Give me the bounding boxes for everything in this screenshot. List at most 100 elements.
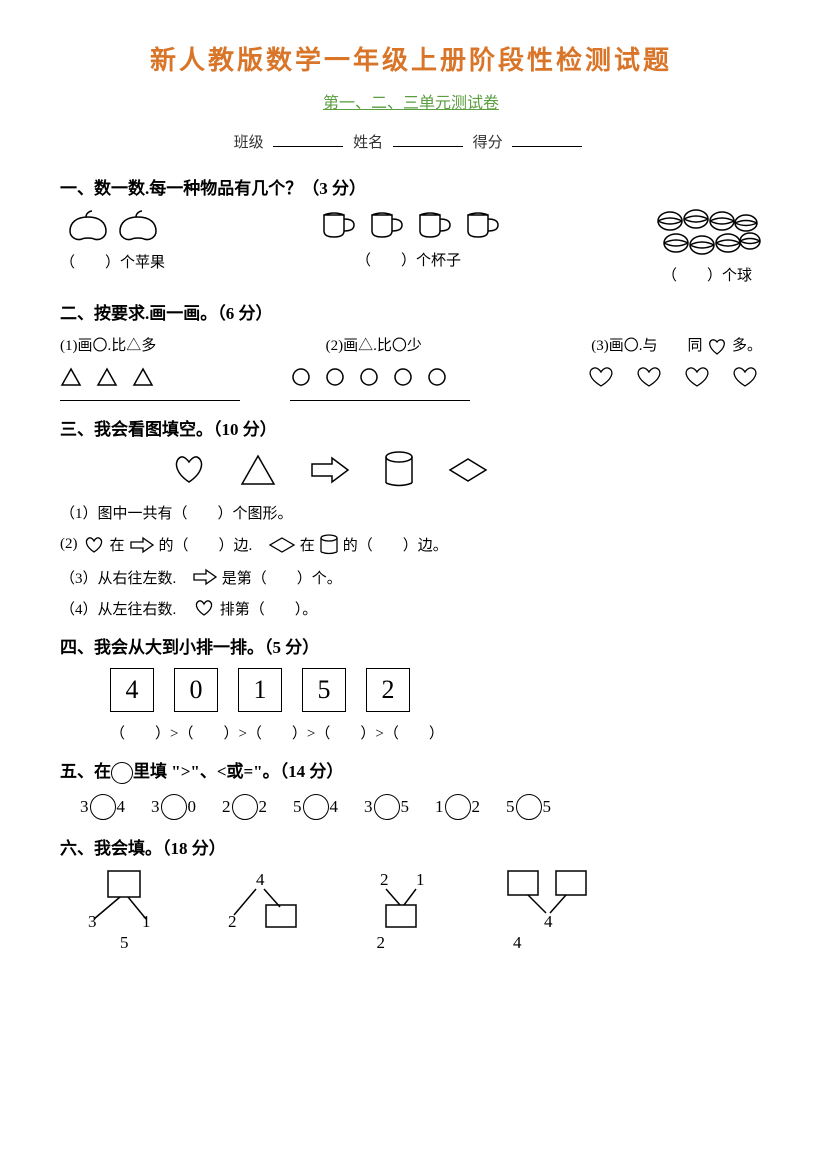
q5-item-4: 35	[364, 794, 409, 820]
q3-line3: （3）从右往左数. 是第（ ）个。	[60, 567, 762, 588]
answer-circle[interactable]	[90, 794, 116, 820]
apple-icon	[66, 209, 110, 243]
q2-shapes-row	[60, 366, 762, 388]
num: 4	[256, 870, 265, 889]
num: 2	[228, 912, 237, 929]
q2-line2[interactable]	[290, 400, 470, 401]
diamond-icon	[446, 456, 490, 484]
heart-icon	[706, 338, 728, 356]
q4-box-3: 5	[302, 668, 346, 712]
answer-circle[interactable]	[232, 794, 258, 820]
q1-cup-label: （ ）个杯子	[356, 249, 461, 270]
q3-shape-row	[170, 450, 762, 490]
q4-box-1: 0	[174, 668, 218, 712]
triangle-icon	[96, 367, 118, 387]
heart-icon	[170, 454, 208, 486]
q1-cup-group: （ ）个杯子	[316, 209, 502, 270]
q2-answer-lines	[60, 400, 762, 401]
q6-num-0: 5	[120, 933, 129, 953]
cup-icon	[412, 209, 454, 241]
num: 4	[544, 912, 553, 929]
q6-num-2: 4	[513, 933, 522, 953]
q5-item-2: 22	[222, 794, 267, 820]
arrow-icon	[129, 536, 155, 554]
q1-row: （ ）个苹果 （ ）个杯子	[60, 209, 762, 285]
arrow-icon	[192, 568, 218, 586]
arrow-icon	[308, 454, 352, 486]
q2-hearts	[584, 366, 762, 388]
q4-box-0: 4	[110, 668, 154, 712]
q3-line1: （1）图中一共有（ ）个图形。	[60, 502, 762, 523]
score-blank[interactable]	[512, 146, 582, 147]
page-subtitle: 第一、二、三单元测试卷	[60, 89, 762, 113]
q4-box-4: 2	[366, 668, 410, 712]
num: 2	[380, 870, 389, 889]
student-info-line: 班级 姓名 得分	[60, 131, 762, 152]
heart-icon	[728, 366, 762, 388]
q4-header: 四、我会从大到小排一排。（5 分）	[60, 633, 762, 658]
circle-icon	[111, 762, 133, 784]
answer-circle[interactable]	[161, 794, 187, 820]
q4-box-2: 1	[238, 668, 282, 712]
q5-item-5: 12	[435, 794, 480, 820]
triangle-icon	[132, 367, 154, 387]
q1-apple-label: （ ）个苹果	[60, 251, 165, 272]
q1-apple-group: （ ）个苹果	[60, 209, 165, 272]
heart-icon	[632, 366, 666, 388]
cup-icon	[364, 209, 406, 241]
q6-row: 3 1 4 2 2 1 4	[80, 869, 762, 929]
cylinder-icon	[382, 450, 416, 490]
circle-icon	[291, 367, 311, 387]
q4-boxes: 4 0 1 5 2	[110, 668, 762, 712]
q5-row: 34 30 22 54 35 12 55	[80, 794, 762, 820]
heart-icon	[680, 366, 714, 388]
name-blank[interactable]	[393, 146, 463, 147]
q5-item-1: 30	[151, 794, 196, 820]
number-bond-1: 3 1	[80, 869, 160, 929]
circle-icon	[393, 367, 413, 387]
q5-item-0: 34	[80, 794, 125, 820]
q1-ball-label: （ ）个球	[662, 264, 752, 285]
q1-header: 一、数一数.每一种物品有几个？（3 分）	[60, 174, 762, 199]
q5-header: 五、在里填 ">"、<或="。（14 分）	[60, 757, 762, 784]
answer-circle[interactable]	[303, 794, 329, 820]
number-bond-2: 4 2	[220, 869, 300, 929]
class-label: 班级	[234, 135, 264, 151]
class-blank[interactable]	[273, 146, 343, 147]
triangle-icon	[60, 367, 82, 387]
circle-icon	[325, 367, 345, 387]
name-label: 姓名	[353, 135, 383, 151]
diamond-icon	[268, 536, 296, 554]
q3-header: 三、我会看图填空。（10 分）	[60, 415, 762, 440]
cup-icon	[460, 209, 502, 241]
q2-p2: (2)画△.比〇少	[326, 334, 422, 356]
num: 3	[88, 912, 97, 929]
score-label: 得分	[473, 135, 503, 151]
answer-circle[interactable]	[374, 794, 400, 820]
q2-p1: (1)画〇.比△多	[60, 334, 156, 356]
q2-circles	[291, 366, 447, 388]
q5-item-6: 55	[506, 794, 551, 820]
q2-line1[interactable]	[60, 400, 240, 401]
cup-icon	[316, 209, 358, 241]
number-bond-4: 4	[500, 869, 600, 929]
apple-icon	[116, 209, 160, 243]
answer-circle[interactable]	[445, 794, 471, 820]
q1-ball-group: （ ）个球	[652, 209, 762, 285]
q4-compare-line: （ ）>（ ）>（ ）>（ ）>（ ）	[110, 722, 762, 743]
q2-prompts: (1)画〇.比△多 (2)画△.比〇少 (3)画〇.与 同 多。	[60, 334, 762, 356]
number-bond-3: 2 1	[360, 869, 440, 929]
circle-icon	[359, 367, 379, 387]
q2-triangles	[60, 366, 154, 388]
page-title: 新人教版数学一年级上册阶段性检测试题	[60, 40, 762, 77]
triangle-icon	[238, 452, 278, 488]
answer-circle[interactable]	[516, 794, 542, 820]
num: 1	[142, 912, 151, 929]
q2-p3: (3)画〇.与 同 多。	[591, 334, 762, 356]
heart-icon	[82, 536, 106, 554]
q6-header: 六、我会填。（18 分）	[60, 834, 762, 859]
heart-icon	[584, 366, 618, 388]
q3-line4: （4）从左往右数. 排第（ ）。	[60, 598, 762, 619]
q2-header: 二、按要求.画一画。（6 分）	[60, 299, 762, 324]
balls-icon	[652, 209, 762, 259]
